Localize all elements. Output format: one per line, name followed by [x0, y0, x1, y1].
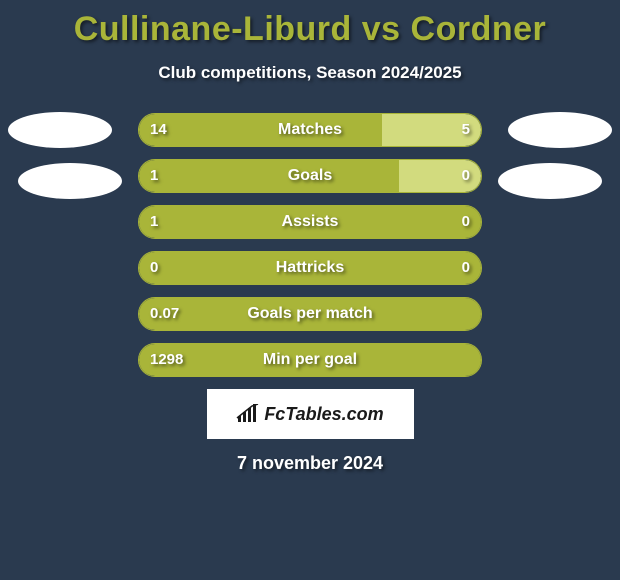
value-right: 0 [462, 159, 470, 193]
stat-row: 00Hattricks [0, 251, 620, 285]
bar-left [139, 344, 481, 376]
bar-left [139, 298, 481, 330]
bar-left [139, 160, 399, 192]
logo-inner: FcTables.com [236, 404, 383, 425]
logo-box[interactable]: FcTables.com [207, 389, 414, 439]
value-right: 5 [462, 113, 470, 147]
value-right: 0 [462, 205, 470, 239]
stat-row: 1298Min per goal [0, 343, 620, 377]
subtitle: Club competitions, Season 2024/2025 [0, 63, 620, 83]
bar-left [139, 114, 382, 146]
bar-track [138, 343, 482, 377]
stat-row: 145Matches [0, 113, 620, 147]
bar-left [139, 252, 481, 284]
stat-row: 10Goals [0, 159, 620, 193]
date-label: 7 november 2024 [0, 453, 620, 474]
bar-track [138, 113, 482, 147]
value-left: 1298 [150, 343, 183, 377]
bar-track [138, 159, 482, 193]
bar-left [139, 206, 481, 238]
chart-icon [236, 404, 260, 424]
stat-row: 10Assists [0, 205, 620, 239]
stats-block: 145Matches10Goals10Assists00Hattricks0.0… [0, 113, 620, 377]
logo-text: FcTables.com [264, 404, 383, 425]
page-title: Cullinane-Liburd vs Cordner [0, 0, 620, 49]
value-left: 0.07 [150, 297, 179, 331]
value-left: 1 [150, 205, 158, 239]
bar-track [138, 251, 482, 285]
bar-track [138, 297, 482, 331]
value-left: 14 [150, 113, 167, 147]
value-left: 1 [150, 159, 158, 193]
value-left: 0 [150, 251, 158, 285]
bar-track [138, 205, 482, 239]
stat-row: 0.07Goals per match [0, 297, 620, 331]
value-right: 0 [462, 251, 470, 285]
